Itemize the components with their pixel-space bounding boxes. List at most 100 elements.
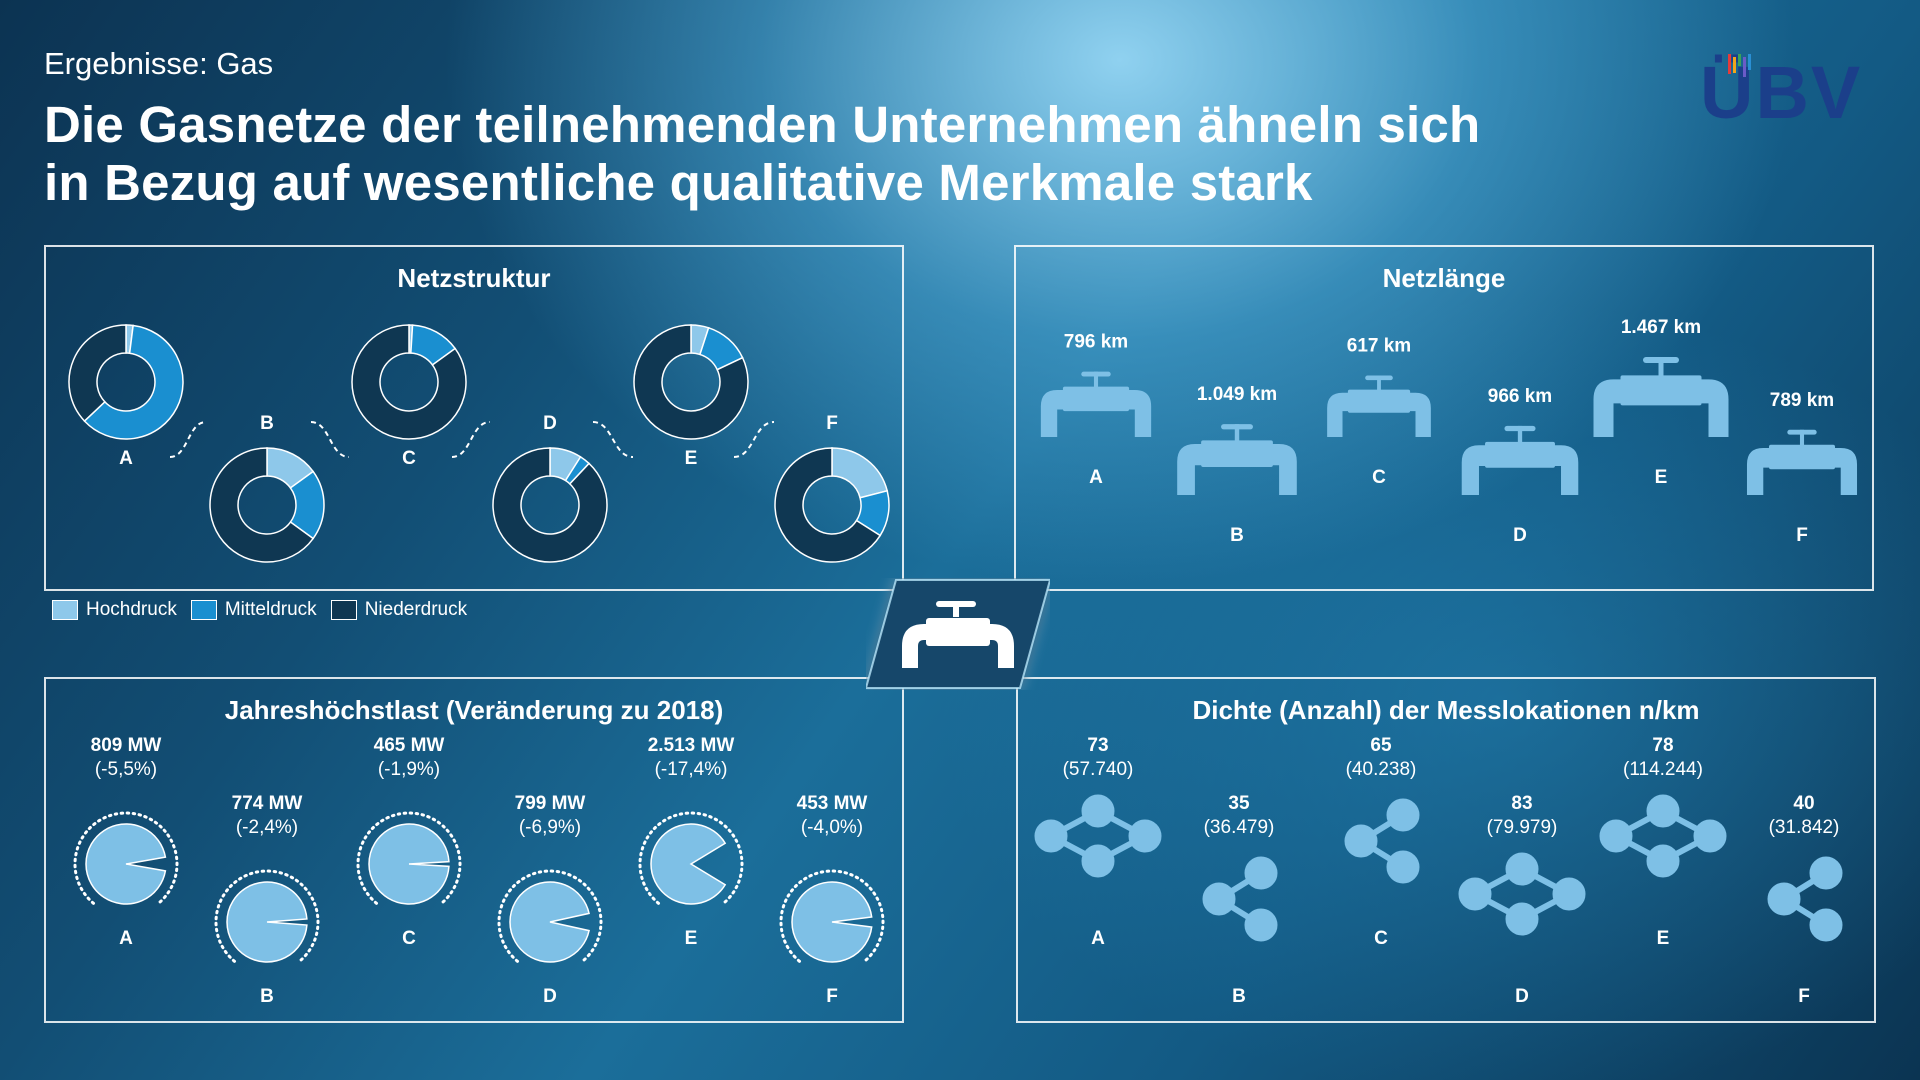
donut-label-b: B (260, 413, 274, 434)
valve-handle (1221, 424, 1253, 430)
share-node (1767, 882, 1801, 916)
dotted-arc (214, 869, 320, 963)
density-label-e: E (1657, 928, 1670, 949)
pipe-icon-e (1593, 357, 1729, 437)
load-change-f: (-4,0%) (801, 817, 863, 838)
density-value-e: 78 (1652, 735, 1673, 756)
logo-bar (1748, 54, 1751, 70)
network-node (1552, 877, 1586, 911)
load-label-f: F (826, 986, 838, 1007)
title-line-1: Die Gasnetze der teilnehmenden Unternehm… (44, 96, 1481, 153)
length-label-f: F (1796, 525, 1808, 546)
length-value-b: 1.049 km (1197, 384, 1277, 405)
panel-dichte: Dichte (Anzahl) der Messlokationen n/km … (1016, 677, 1876, 1023)
netzstruktur-title: Netzstruktur (397, 263, 551, 293)
network-node (1505, 852, 1539, 886)
load-label-c: C (402, 928, 416, 949)
density-count-a: (57.740) (1063, 759, 1134, 780)
density-count-b: (36.479) (1204, 817, 1275, 838)
donut-label-d: D (543, 413, 557, 434)
legend-niederdruck: Niederdruck (330, 599, 468, 621)
netzlaenge-chart: 796 km A 1.049 km B 617 km C 966 km D 1.467 km E 7… (1040, 317, 1858, 546)
legend-label-mitteldruck: Mitteldruck (224, 599, 317, 620)
gas-pipe-icon (866, 579, 1050, 689)
donut-segment-f (831, 447, 889, 499)
donut-segment-e (633, 324, 749, 440)
panel-netzlaenge: Netzlänge 796 km A 1.049 km B 617 km C 966 km D… (1014, 245, 1874, 591)
network-node (1646, 844, 1680, 878)
page-subtitle: Ergebnisse: Gas (44, 46, 274, 81)
load-circle-c (368, 823, 450, 905)
panel-jahreshoechstlast: Jahreshöchstlast (Veränderung zu 2018) 8… (44, 677, 904, 1023)
network-icon-e (1599, 794, 1727, 878)
length-value-c: 617 km (1347, 336, 1411, 357)
load-value-c: 465 MW (374, 735, 445, 756)
network-node (1081, 844, 1115, 878)
density-count-f: (31.842) (1769, 817, 1840, 838)
share-node (1202, 882, 1236, 916)
share-node (1809, 856, 1843, 890)
netzstruktur-chart: A B C D E F (68, 324, 890, 563)
donut-label-c: C (402, 448, 416, 469)
legend-hochdruck: Hochdruck (52, 599, 177, 621)
donut-segment-b (209, 447, 315, 563)
length-value-f: 789 km (1770, 390, 1834, 411)
load-label-b: B (260, 986, 274, 1007)
share-icon-f (1767, 856, 1843, 942)
density-label-a: A (1091, 928, 1105, 949)
length-label-b: B (1230, 525, 1244, 546)
dashed-connector (451, 421, 491, 458)
legend-mitteldruck: Mitteldruck (190, 599, 317, 621)
load-circle-e (650, 823, 727, 905)
valve-stem (1093, 371, 1099, 390)
dotted-arc (779, 869, 885, 963)
length-label-c: C (1372, 467, 1386, 488)
network-node (1646, 794, 1680, 828)
load-value-e: 2.513 MW (648, 735, 735, 756)
pipe-flange (1201, 440, 1273, 468)
length-label-e: E (1655, 467, 1668, 488)
legend-swatch-niederdruck (330, 600, 357, 620)
load-change-a: (-5,5%) (95, 759, 157, 780)
legend-swatch-hochdruck (52, 600, 78, 620)
network-node (1505, 902, 1539, 936)
valve-handle (1081, 371, 1111, 377)
donut-segment-d (492, 447, 608, 563)
dashed-connector (310, 421, 350, 458)
donut-segment-f (774, 447, 882, 563)
valve-handle (1787, 429, 1817, 435)
share-node (1344, 824, 1378, 858)
dichte-title: Dichte (Anzahl) der Messlokationen n/km (1192, 695, 1700, 725)
valve-stem (1658, 357, 1664, 380)
load-label-a: A (119, 928, 133, 949)
pipe-flange (1620, 375, 1702, 406)
network-node (1034, 819, 1068, 853)
title-line-2: in Bezug auf wesentliche qualitative Mer… (44, 154, 1313, 211)
dotted-arc (73, 811, 179, 905)
network-node (1081, 794, 1115, 828)
pipe-icon-c (1327, 375, 1431, 437)
pipe-icon-f (1746, 429, 1858, 495)
network-icon-d (1458, 852, 1586, 936)
dashed-connector (169, 421, 207, 458)
density-label-c: C (1374, 928, 1388, 949)
uebv-logo: ÜBV (1700, 48, 1860, 138)
share-icon-c (1344, 798, 1420, 884)
load-change-d: (-6,9%) (519, 817, 581, 838)
network-icon-a (1034, 794, 1162, 878)
dashed-connector (592, 421, 634, 458)
valve-stem (1377, 375, 1381, 393)
density-label-d: D (1515, 986, 1529, 1007)
pipe-flange (1485, 441, 1555, 468)
pipe-icon-d (1461, 425, 1579, 495)
legend-label-niederdruck: Niederdruck (364, 599, 468, 620)
dotted-arc (497, 869, 603, 963)
pipe-flange (1347, 389, 1411, 413)
density-count-d: (79.979) (1487, 817, 1558, 838)
share-node (1244, 908, 1278, 942)
density-label-b: B (1232, 986, 1246, 1007)
load-value-d: 799 MW (515, 793, 586, 814)
logo-bar (1733, 57, 1736, 73)
legend-label-hochdruck: Hochdruck (86, 599, 177, 620)
share-icon-b (1202, 856, 1278, 942)
